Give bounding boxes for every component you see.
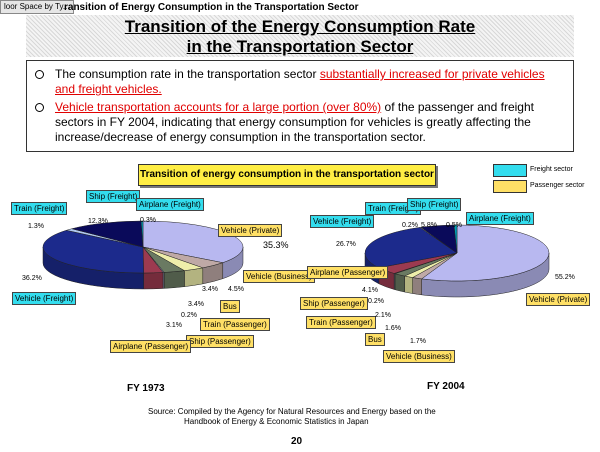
legend-passenger-swatch	[493, 180, 527, 193]
pct-2004-ship-freight: 5.8%	[421, 222, 437, 229]
pie-slice-airplane-freight	[140, 220, 144, 248]
label-2004-train-passenger: Train (Passenger)	[306, 316, 376, 329]
pie-slice-vehicle-private	[421, 224, 550, 282]
pct-1973-train-passenger: 3.4%	[188, 301, 204, 308]
page-title-line2: in the Transportation Sector	[186, 37, 414, 56]
pie-slice-ship-freight	[70, 220, 144, 248]
page-title-line1: Transition of the Energy Consumption Rat…	[124, 17, 476, 36]
bullet-1: The consumption rate in the transportati…	[35, 67, 565, 97]
label-2004-ship-freight: Ship (Freight)	[407, 198, 462, 211]
label-1973-train-passenger: Train (Passenger)	[200, 318, 270, 331]
source-line-1: Source: Compiled by the Agency for Natur…	[148, 407, 436, 416]
bullet-circle-icon	[35, 70, 44, 79]
pie-side-airplane-passenger	[143, 272, 164, 290]
pie-side-train-passenger	[394, 273, 405, 293]
legend-freight-swatch	[493, 164, 527, 177]
label-1973-airplane-passenger: Airplane (Passenger)	[110, 340, 192, 353]
bullets-box: The consumption rate in the transportati…	[26, 60, 574, 152]
pie-slice-vehicle-freight	[42, 230, 144, 274]
pct-2004-bus: 1.6%	[385, 325, 401, 332]
fy-2004-label: FY 2004	[427, 381, 465, 392]
chart-title: Transition of energy consumption in the …	[138, 164, 436, 186]
pie-side-vehicle-business	[412, 277, 422, 296]
floor-space-tab[interactable]: loor Space by Ty...	[0, 0, 74, 14]
title-band	[26, 15, 574, 57]
pct-2004-train-freight: 0.2%	[402, 222, 418, 229]
pie-fy-2004	[364, 224, 550, 298]
pct-2004-airplane-freight: 0.5%	[446, 222, 462, 229]
bullet-1-highlight: substantially increased for private vehi…	[55, 67, 545, 96]
bullet-2-highlight: Vehicle transportation accounts for a la…	[55, 100, 382, 114]
label-1973-ship-passenger: Ship (Passenger)	[186, 335, 254, 348]
label-1973-train-freight: Train (Freight)	[11, 202, 68, 215]
pct-1973-airplane-passenger: 3.1%	[166, 322, 182, 329]
label-2004-airplane-freight: Airplane (Freight)	[466, 212, 534, 225]
label-1973-ship-freight: Ship (Freight)	[86, 190, 141, 203]
pct-1973-airplane-freight: 0.3%	[140, 217, 156, 224]
pie-side-bus	[404, 275, 413, 294]
pie-side-bus	[184, 267, 204, 287]
pct-2004-airplane-passenger: 4.1%	[362, 287, 378, 294]
pct-2004-ship-passenger: 0.2%	[368, 298, 384, 305]
label-1973-vehicle-freight: Vehicle (Freight)	[12, 292, 77, 305]
pct-1973-bus: 3.4%	[202, 286, 218, 293]
label-2004-ship-passenger: Ship (Passenger)	[300, 297, 368, 310]
label-1973-vehicle-business: Vehicle (Business)	[243, 270, 315, 283]
fy-1973-label: FY 1973	[127, 383, 165, 394]
label-1973-vehicle-private: Vehicle (Private)	[218, 224, 283, 237]
pct-2004-vehicle-private: 55.2%	[555, 274, 575, 281]
pct-1973-vehicle-private: 35.3%	[263, 240, 289, 250]
pct-1973-vehicle-freight: 36.2%	[22, 275, 42, 282]
pct-1973-ship-passenger: 0.2%	[181, 312, 197, 319]
legend-passenger-label: Passenger sector	[530, 182, 585, 189]
page-number: 20	[291, 436, 303, 447]
label-2004-vehicle-private: Vehicle (Private)	[526, 293, 591, 306]
pct-2004-vehicle-business: 1.7%	[410, 338, 426, 345]
pct-2004-train-passenger: 2.1%	[375, 312, 391, 319]
bullet-2: Vehicle transportation accounts for a la…	[35, 100, 565, 145]
pie-slice-airplane-freight	[453, 224, 458, 254]
pct-2004-vehicle-freight: 26.7%	[336, 241, 356, 248]
label-1973-airplane-freight: Airplane (Freight)	[136, 198, 204, 211]
pct-1973-ship-freight: 12.3%	[88, 218, 108, 225]
window-title: ransition of Energy Consumption in the T…	[64, 2, 359, 13]
pct-1973-vehicle-business: 4.5%	[228, 286, 244, 293]
label-2004-airplane-passenger: Airplane (Passenger)	[307, 266, 389, 279]
bullet-circle-icon	[35, 103, 44, 112]
label-1973-bus: Bus	[220, 300, 240, 313]
pie-fy-1973	[42, 220, 244, 290]
pct-1973-train-freight: 1.3%	[28, 223, 44, 230]
source-note: Source: Compiled by the Agency for Natur…	[148, 407, 436, 427]
bullet-2-text: of the passenger and freight sectors in …	[55, 100, 534, 144]
label-2004-bus: Bus	[365, 333, 385, 346]
label-2004-vehicle-freight: Vehicle (Freight)	[310, 215, 375, 228]
source-line-2: Handbook of Energy & Economic Statistics…	[184, 417, 369, 426]
pie-side-train-passenger	[163, 270, 185, 289]
label-2004-vehicle-business: Vehicle (Business)	[383, 350, 455, 363]
bullet-1-text: The consumption rate in the transportati…	[55, 67, 320, 81]
legend-freight-label: Freight sector	[530, 166, 573, 173]
